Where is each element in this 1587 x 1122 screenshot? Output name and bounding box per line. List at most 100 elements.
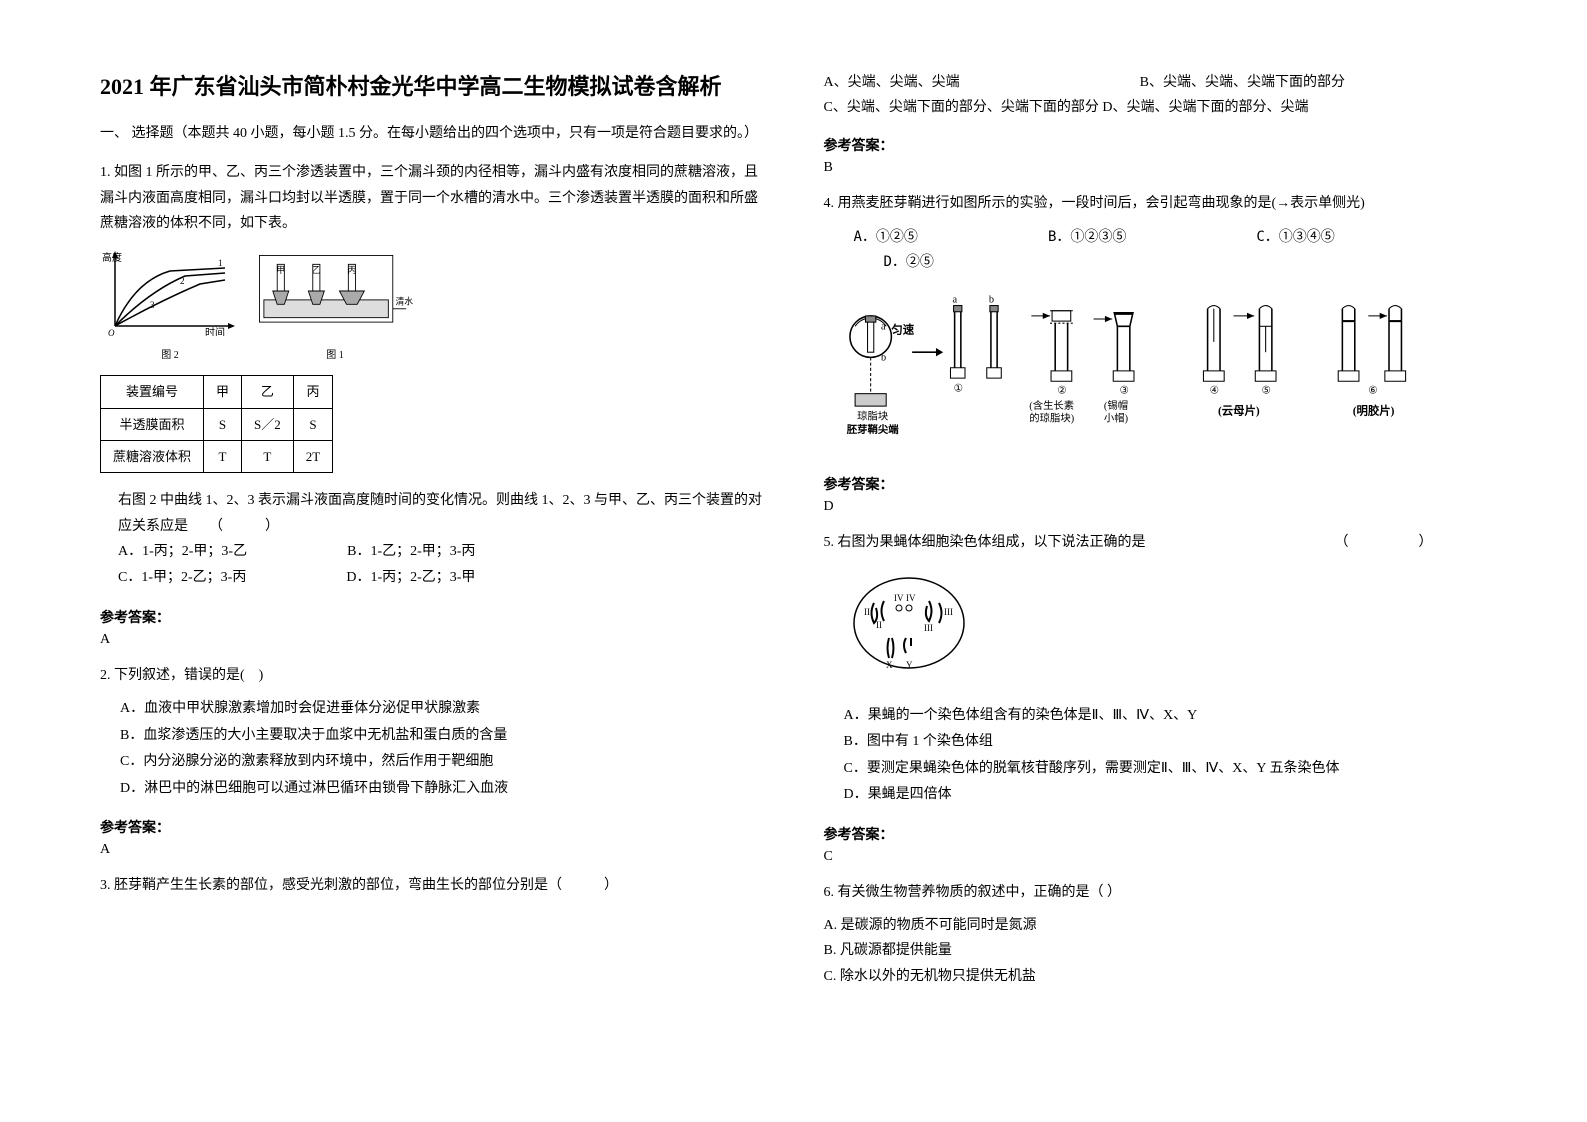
svg-text:琼脂块: 琼脂块 xyxy=(857,410,889,423)
svg-text:III: III xyxy=(924,623,933,633)
svg-text:丙: 丙 xyxy=(347,265,356,275)
svg-text:乙: 乙 xyxy=(312,265,321,275)
table-row: 蔗糖溶液体积 T T 2T xyxy=(101,440,333,472)
svg-text:IV: IV xyxy=(894,593,904,603)
svg-text:⑤: ⑤ xyxy=(1261,386,1270,397)
q1-answer-label: 参考答案： xyxy=(100,607,764,627)
table-row: 半透膜面积 S S／2 S xyxy=(101,408,333,440)
svg-text:3: 3 xyxy=(150,300,155,310)
q5-options: A．果蝇的一个染色体组含有的染色体是Ⅱ、Ⅲ、Ⅳ、X、Y B．图中有 1 个染色体… xyxy=(844,703,1488,809)
chromosome-diagram: II IV IV III II III X Y xyxy=(844,573,974,683)
q4-optA: A．①②⑤ xyxy=(854,225,918,250)
svg-text:(明胶片): (明胶片) xyxy=(1352,403,1394,417)
question-2: 2. 下列叙述，错误的是( ) A．血液中甲状腺激素增加时会促进垂体分泌促甲状腺… xyxy=(100,663,764,803)
q2-optA: A．血液中甲状腺激素增加时会促进垂体分泌促甲状腺激素 xyxy=(120,696,764,723)
q1-optD: D．1-丙；2-乙；3-甲 xyxy=(346,565,475,592)
q3-answer: B xyxy=(824,160,1488,176)
svg-text:甲: 甲 xyxy=(276,265,285,275)
svg-text:II: II xyxy=(876,620,882,630)
q2-answer-label: 参考答案： xyxy=(100,817,764,837)
q1-optA: A．1-丙；2-甲；3-乙 xyxy=(118,539,247,566)
svg-text:④: ④ xyxy=(1209,386,1218,397)
q4-optB: B．①②③⑤ xyxy=(1048,225,1126,250)
svg-text:O: O xyxy=(108,328,115,336)
svg-text:胚芽鞘尖端: 胚芽鞘尖端 xyxy=(846,423,898,435)
svg-text:(含生长素: (含生长素 xyxy=(1029,399,1074,412)
q1-table: 装置编号 甲 乙 丙 半透膜面积 S S／2 S 蔗糖溶液体积 T T 2T xyxy=(100,375,333,473)
q6-text: 6. 有关微生物营养物质的叙述中，正确的是（ ） xyxy=(824,880,1488,905)
q2-text: 2. 下列叙述，错误的是( ) xyxy=(100,663,764,688)
svg-text:b: b xyxy=(988,294,993,305)
q1-subtext: 右图 2 中曲线 1、2、3 表示漏斗液面高度随时间的变化情况。则曲线 1、2、… xyxy=(118,488,764,538)
q4-answer: D xyxy=(824,499,1488,515)
q5-optC: C．要测定果蝇染色体的脱氧核苷酸序列，需要测定Ⅱ、Ⅲ、Ⅳ、X、Y 五条染色体 xyxy=(844,756,1488,783)
svg-text:IV: IV xyxy=(906,593,916,603)
right-column: A、尖端、尖端、尖端 B、尖端、尖端、尖端下面的部分 C、尖端、尖端下面的部分、… xyxy=(824,70,1488,1052)
question-5: 5. 右图为果蝇体细胞染色体组成，以下说法正确的是 （ ） II IV IV I… xyxy=(824,530,1488,809)
svg-text:II: II xyxy=(864,607,870,617)
question-6: 6. 有关微生物营养物质的叙述中，正确的是（ ） A. 是碳源的物质不可能同时是… xyxy=(824,880,1488,989)
q1-charts: 1 2 3 高度 O 时间 图 2 xyxy=(100,246,764,365)
q2-optB: B．血浆渗透压的大小主要取决于血浆中无机盐和蛋白质的含量 xyxy=(120,723,764,750)
main-title: 2021 年广东省汕头市简朴村金光华中学高二生物模拟试卷含解析 xyxy=(100,70,764,103)
svg-text:匀速: 匀速 xyxy=(891,322,914,336)
q3-optB: B、尖端、尖端、尖端下面的部分 xyxy=(1140,70,1345,95)
q1-optC: C．1-甲；2-乙；3-丙 xyxy=(118,565,246,592)
q4-optD: D．②⑤ xyxy=(884,254,934,270)
q2-optC: C．内分泌腺分泌的激素释放到内环境中，然后作用于靶细胞 xyxy=(120,749,764,776)
svg-text:的琼脂块): 的琼脂块) xyxy=(1029,412,1074,425)
q2-options: A．血液中甲状腺激素增加时会促进垂体分泌促甲状腺激素 B．血浆渗透压的大小主要取… xyxy=(120,696,764,802)
q3-options-block: A、尖端、尖端、尖端 B、尖端、尖端、尖端下面的部分 C、尖端、尖端下面的部分、… xyxy=(824,70,1488,120)
table-cell: T xyxy=(242,440,294,472)
svg-text:③: ③ xyxy=(1119,386,1128,397)
q5-text: 5. 右图为果蝇体细胞染色体组成，以下说法正确的是 （ ） xyxy=(824,530,1488,555)
table-cell: T xyxy=(204,440,242,472)
svg-text:时间: 时间 xyxy=(205,326,225,336)
svg-text:Y: Y xyxy=(906,660,913,670)
q3-optD: D、尖端、尖端下面的部分、尖端 xyxy=(1102,100,1308,115)
table-cell: 2T xyxy=(293,440,332,472)
svg-text:X: X xyxy=(886,660,893,670)
q1-options: A．1-丙；2-甲；3-乙 B．1-乙；2-甲；3-丙 C．1-甲；2-乙；3-… xyxy=(118,539,764,592)
svg-text:1: 1 xyxy=(218,258,223,268)
q1-text: 1. 如图 1 所示的甲、乙、丙三个渗透装置中，三个漏斗颈的内径相等，漏斗内盛有… xyxy=(100,160,764,236)
table-cell: S／2 xyxy=(242,408,294,440)
chart2-wrapper: 1 2 3 高度 O 时间 图 2 xyxy=(100,246,240,365)
q2-answer: A xyxy=(100,842,764,858)
svg-text:清水: 清水 xyxy=(395,295,413,306)
chart1-label: 图 1 xyxy=(255,347,415,365)
curve-chart: 1 2 3 高度 O 时间 xyxy=(100,246,240,336)
svg-text:小帽): 小帽) xyxy=(1103,412,1127,425)
left-column: 2021 年广东省汕头市简朴村金光华中学高二生物模拟试卷含解析 一、 选择题（本… xyxy=(100,70,764,1052)
q1-optB: B．1-乙；2-甲；3-丙 xyxy=(347,539,475,566)
svg-text:(锡帽: (锡帽 xyxy=(1103,399,1127,412)
table-cell: S xyxy=(204,408,242,440)
q6-optC: C. 除水以外的无机物只提供无机盐 xyxy=(824,964,1488,989)
q2-optD: D．淋巴中的淋巴细胞可以通过淋巴循环由锁骨下静脉汇入血液 xyxy=(120,776,764,803)
svg-text:①: ① xyxy=(953,384,962,395)
q1-answer: A xyxy=(100,632,764,648)
chart2-label: 图 2 xyxy=(100,347,240,365)
q6-optB: B. 凡碳源都提供能量 xyxy=(824,938,1488,963)
q5-optD: D．果蝇是四倍体 xyxy=(844,782,1488,809)
table-cell: 装置编号 xyxy=(101,376,204,408)
q3-optC: C、尖端、尖端下面的部分、尖端下面的部分 xyxy=(824,100,1099,115)
q5-answer: C xyxy=(824,849,1488,865)
table-cell: 乙 xyxy=(242,376,294,408)
svg-text:⑥: ⑥ xyxy=(1368,386,1377,397)
q5-optA: A．果蝇的一个染色体组含有的染色体是Ⅱ、Ⅲ、Ⅳ、X、Y xyxy=(844,703,1488,730)
q3-text: 3. 胚芽鞘产生生长素的部位，感受光刺激的部位，弯曲生长的部位分别是（ ） xyxy=(100,873,764,898)
svg-text:2: 2 xyxy=(180,276,185,286)
table-cell: 丙 xyxy=(293,376,332,408)
question-1: 1. 如图 1 所示的甲、乙、丙三个渗透装置中，三个漏斗颈的内径相等，漏斗内盛有… xyxy=(100,160,764,591)
svg-text:高度: 高度 xyxy=(102,251,122,264)
section-header: 一、 选择题（本题共 40 小题，每小题 1.5 分。在每小题给出的四个选项中，… xyxy=(100,123,764,145)
experiment-diagram: a 匀速 b 琼脂块 胚芽鞘尖端 a b ① xyxy=(824,290,1488,435)
question-4: 4. 用燕麦胚芽鞘进行如图所示的实验，一段时间后，会引起弯曲现象的是(→表示单侧… xyxy=(824,191,1488,459)
q5-optB: B．图中有 1 个染色体组 xyxy=(844,729,1488,756)
q6-optA: A. 是碳源的物质不可能同时是氮源 xyxy=(824,913,1488,938)
q4-text: 4. 用燕麦胚芽鞘进行如图所示的实验，一段时间后，会引起弯曲现象的是(→表示单侧… xyxy=(824,191,1488,216)
q3-optA: A、尖端、尖端、尖端 xyxy=(824,70,960,95)
table-cell: 半透膜面积 xyxy=(101,408,204,440)
chart1-wrapper: 甲 乙 丙 清水 图 1 xyxy=(255,246,415,365)
